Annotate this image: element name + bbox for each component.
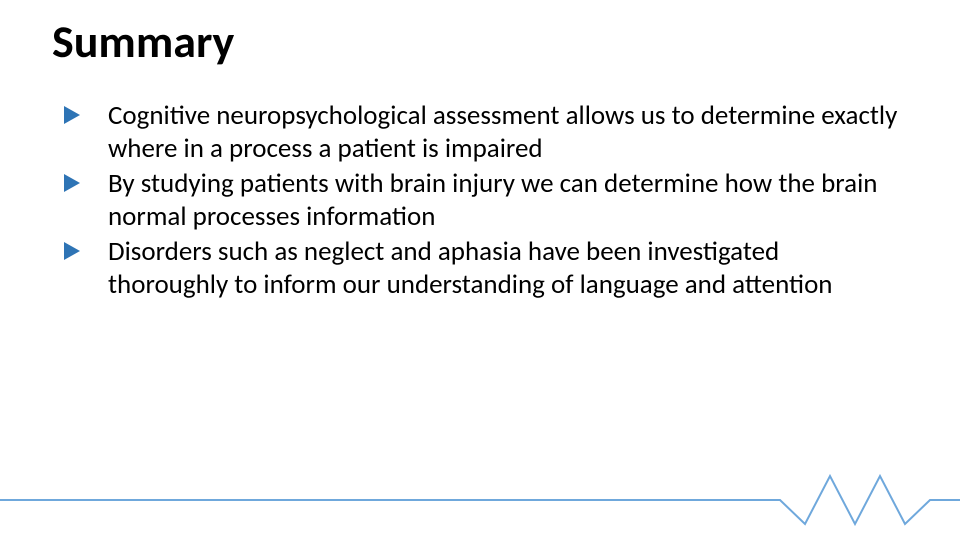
bullet-text: Cognitive neuropsychological assessment … [108, 99, 897, 165]
bullet-item: By studying patients with brain injury w… [64, 168, 900, 234]
footer-line-decoration [0, 460, 960, 540]
play-arrow-icon [64, 106, 80, 124]
bullet-item: Disorders such as neglect and aphasia ha… [64, 236, 900, 302]
bullet-item: Cognitive neuropsychological assessment … [64, 100, 900, 166]
bullet-list: Cognitive neuropsychological assessment … [64, 100, 900, 302]
slide-title: Summary [52, 14, 234, 70]
slide: Summary Cognitive neuropsychological ass… [0, 0, 960, 540]
play-arrow-icon [64, 242, 80, 260]
play-arrow-icon [64, 174, 80, 192]
bullet-text: By studying patients with brain injury w… [108, 167, 877, 233]
bullet-text: Disorders such as neglect and aphasia ha… [108, 235, 833, 301]
content-area: Cognitive neuropsychological assessment … [64, 100, 900, 304]
